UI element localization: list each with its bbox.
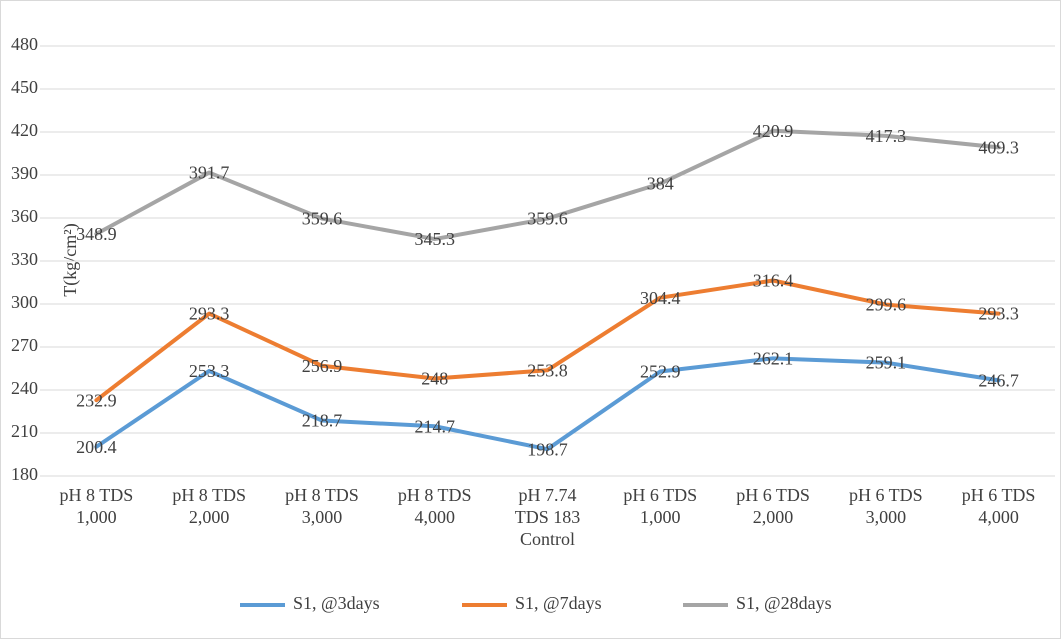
data-label: 214.7 — [414, 416, 455, 436]
x-tick-label: 4,000 — [978, 507, 1019, 527]
data-label: 391.7 — [189, 163, 230, 183]
x-tick-label: pH 8 TDS — [285, 485, 359, 505]
x-tick-label: pH 8 TDS — [172, 485, 246, 505]
data-label: 304.4 — [640, 288, 681, 308]
data-label: 348.9 — [76, 224, 117, 244]
data-label: 232.9 — [76, 390, 117, 410]
y-tick-label: 360 — [11, 206, 38, 226]
series-line — [94, 278, 1001, 403]
data-label: 262.1 — [753, 348, 794, 368]
legend-label: S1, @3days — [293, 593, 380, 613]
series-line — [94, 356, 1001, 452]
data-label: 253.8 — [527, 360, 568, 380]
data-label: 252.9 — [640, 362, 681, 382]
data-label: 384 — [647, 174, 674, 194]
data-label: 293.3 — [978, 304, 1019, 324]
y-tick-label: 240 — [11, 378, 38, 398]
x-tick-label: 1,000 — [640, 507, 681, 527]
y-tick-label: 390 — [11, 163, 38, 183]
legend-label: S1, @7days — [515, 593, 602, 613]
data-label: 417.3 — [866, 126, 907, 146]
x-tick-label: pH 6 TDS — [849, 485, 923, 505]
data-label: 253.3 — [189, 361, 230, 381]
x-tick-label: pH 8 TDS — [60, 485, 134, 505]
y-axis-label: T(kg/cm²) — [60, 223, 81, 296]
data-label: 359.6 — [527, 209, 568, 229]
legend-label: S1, @28days — [736, 593, 832, 613]
x-tick-label: 3,000 — [302, 507, 343, 527]
data-label: 218.7 — [302, 411, 343, 431]
x-tick-label: 2,000 — [753, 507, 794, 527]
data-label: 299.6 — [866, 295, 907, 315]
x-tick-label: 2,000 — [189, 507, 230, 527]
x-tick-label: 3,000 — [866, 507, 907, 527]
x-tick-label: pH 6 TDS — [962, 485, 1036, 505]
data-label: 256.9 — [302, 356, 343, 376]
x-tick-label: Control — [520, 529, 575, 549]
data-label: 409.3 — [978, 137, 1019, 157]
data-label: 200.4 — [76, 437, 117, 457]
x-tick-label: pH 8 TDS — [398, 485, 472, 505]
data-label: 316.4 — [753, 271, 794, 291]
x-tick-label: TDS 183 — [515, 507, 581, 527]
data-label: 259.1 — [866, 353, 907, 373]
y-tick-label: 210 — [11, 421, 38, 441]
y-tick-label: 420 — [11, 120, 38, 140]
y-tick-label: 300 — [11, 292, 38, 312]
y-tick-label: 180 — [11, 464, 38, 484]
data-label: 345.3 — [414, 229, 455, 249]
data-label: 359.6 — [302, 209, 343, 229]
data-label: 198.7 — [527, 439, 568, 459]
x-tick-label: pH 6 TDS — [736, 485, 810, 505]
data-label: 293.3 — [189, 304, 230, 324]
series-line — [94, 128, 1001, 242]
data-label: 246.7 — [978, 371, 1019, 391]
x-tick-label: 4,000 — [414, 507, 455, 527]
y-tick-label: 480 — [11, 34, 38, 54]
data-label: 420.9 — [753, 121, 794, 141]
y-tick-label: 330 — [11, 249, 38, 269]
y-tick-label: 450 — [11, 77, 38, 97]
y-tick-label: 270 — [11, 335, 38, 355]
x-tick-label: 1,000 — [76, 507, 117, 527]
x-tick-label: pH 7.74 — [519, 485, 577, 505]
data-label: 248 — [421, 369, 448, 389]
x-tick-label: pH 6 TDS — [623, 485, 697, 505]
